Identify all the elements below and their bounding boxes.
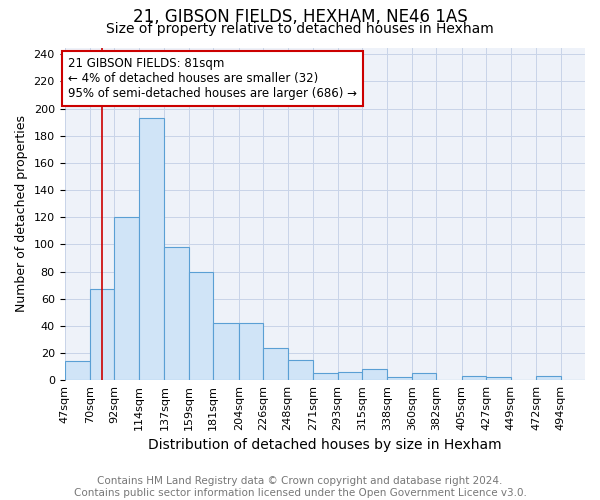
Bar bbox=[486, 378, 511, 380]
Bar bbox=[239, 323, 263, 380]
Bar bbox=[189, 272, 213, 380]
Bar bbox=[263, 348, 287, 380]
Bar bbox=[65, 361, 90, 380]
Text: Contains HM Land Registry data © Crown copyright and database right 2024.
Contai: Contains HM Land Registry data © Crown c… bbox=[74, 476, 526, 498]
Bar bbox=[412, 374, 436, 380]
Bar bbox=[213, 323, 239, 380]
Bar bbox=[139, 118, 164, 380]
Text: 21 GIBSON FIELDS: 81sqm
← 4% of detached houses are smaller (32)
95% of semi-det: 21 GIBSON FIELDS: 81sqm ← 4% of detached… bbox=[68, 57, 357, 100]
Bar bbox=[536, 376, 560, 380]
Bar bbox=[90, 289, 115, 380]
Bar bbox=[388, 378, 412, 380]
Bar bbox=[338, 372, 362, 380]
Bar bbox=[462, 376, 486, 380]
Y-axis label: Number of detached properties: Number of detached properties bbox=[15, 116, 28, 312]
X-axis label: Distribution of detached houses by size in Hexham: Distribution of detached houses by size … bbox=[148, 438, 502, 452]
Bar bbox=[115, 217, 139, 380]
Bar bbox=[362, 370, 388, 380]
Text: Size of property relative to detached houses in Hexham: Size of property relative to detached ho… bbox=[106, 22, 494, 36]
Text: 21, GIBSON FIELDS, HEXHAM, NE46 1AS: 21, GIBSON FIELDS, HEXHAM, NE46 1AS bbox=[133, 8, 467, 26]
Bar bbox=[313, 374, 338, 380]
Bar bbox=[164, 247, 189, 380]
Bar bbox=[287, 360, 313, 380]
